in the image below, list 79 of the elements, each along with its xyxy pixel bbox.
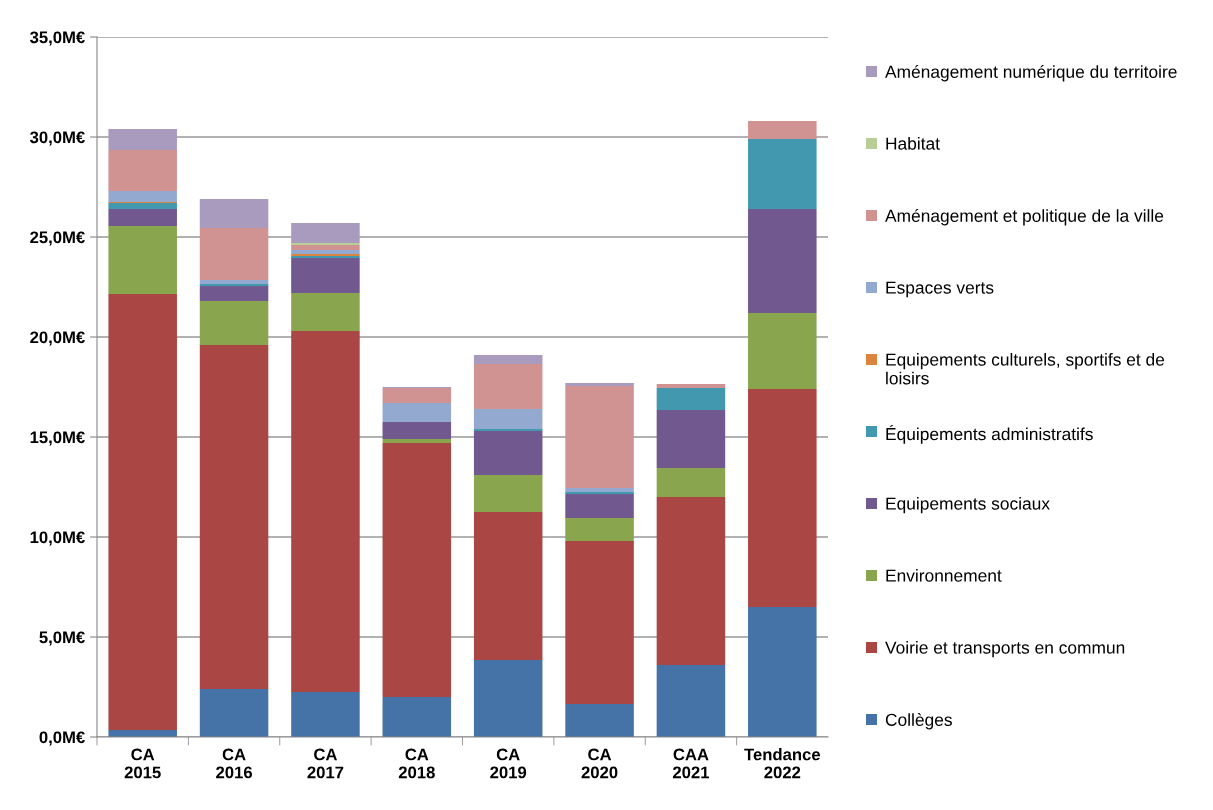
bar xyxy=(565,518,634,541)
bar xyxy=(199,228,269,280)
bar xyxy=(656,384,726,388)
x-tick-label: Tendance 2022 xyxy=(744,748,821,779)
bar xyxy=(748,607,817,737)
legend-label: Environnement xyxy=(886,569,1002,582)
bar xyxy=(565,541,634,704)
bar xyxy=(199,286,269,301)
bar xyxy=(656,497,726,665)
bar xyxy=(382,697,452,737)
bar xyxy=(108,203,177,209)
legend-label: Équipements administratifs xyxy=(886,425,1093,444)
bar xyxy=(565,386,634,488)
bar xyxy=(565,383,634,386)
x-tick-label: CA 2017 xyxy=(307,748,344,779)
bar xyxy=(473,475,543,512)
bar xyxy=(108,226,177,294)
bar xyxy=(565,704,634,737)
x-tick-label: CA 2019 xyxy=(490,748,527,779)
bar xyxy=(473,355,543,364)
bar xyxy=(473,512,543,660)
bar xyxy=(199,199,269,228)
y-tick-label: 30,0M€ xyxy=(29,131,85,146)
y-tick-label: 20,0M€ xyxy=(30,331,85,346)
bar xyxy=(108,294,177,730)
bar xyxy=(291,293,360,331)
bar xyxy=(473,409,543,429)
bar xyxy=(291,692,360,737)
legend-label: Collèges xyxy=(885,713,952,730)
bar xyxy=(199,301,269,345)
bar xyxy=(291,331,360,692)
y-tick-label: 15,0M€ xyxy=(30,431,85,446)
bar xyxy=(565,494,634,518)
y-tick-label: 35,0M€ xyxy=(29,31,85,46)
bar xyxy=(473,431,543,475)
bar xyxy=(382,439,452,443)
legend-label: Espaces verts xyxy=(886,281,994,298)
bar xyxy=(656,665,726,737)
bar xyxy=(382,403,452,422)
bar xyxy=(382,422,452,439)
bar xyxy=(748,389,817,607)
bar xyxy=(199,345,269,689)
legend-label: Aménagement et politique de la ville xyxy=(885,209,1164,226)
bar xyxy=(199,280,269,284)
bar xyxy=(291,223,360,243)
bar xyxy=(291,258,360,293)
bar xyxy=(473,660,543,737)
legend-label: Aménagement numérique du territoire xyxy=(885,65,1177,82)
bar xyxy=(565,488,634,492)
bar xyxy=(748,313,817,389)
bar xyxy=(656,388,726,410)
bar xyxy=(656,468,726,497)
x-tick-label: CAA 2021 xyxy=(672,748,710,779)
x-tick-label: CA 2015 xyxy=(124,748,161,779)
bar xyxy=(108,209,177,226)
bar xyxy=(748,139,817,209)
bar xyxy=(108,191,177,202)
bar xyxy=(108,150,177,191)
legend-label: Voirie et transports en commun xyxy=(885,641,1125,658)
bar xyxy=(382,388,452,403)
bar xyxy=(291,245,360,250)
bar xyxy=(748,121,817,139)
bar xyxy=(108,129,177,150)
bar xyxy=(382,443,452,697)
legend-label: Equipements sociaux xyxy=(886,497,1050,514)
bar xyxy=(748,209,817,313)
x-tick-label: CA 2018 xyxy=(398,748,435,779)
y-tick-label: 5,0M€ xyxy=(39,631,85,646)
legend-label: Habitat xyxy=(886,137,940,150)
x-tick-label: CA 2016 xyxy=(216,748,252,779)
x-tick-label: CA 2020 xyxy=(581,748,618,779)
y-tick-label: 25,0M€ xyxy=(30,231,85,246)
y-tick-label: 0,0M€ xyxy=(39,731,85,746)
legend-label: Equipements culturels, sportifs et de loisirs xyxy=(886,353,1165,385)
bar xyxy=(199,689,269,737)
bar xyxy=(291,250,360,254)
bar xyxy=(473,364,543,409)
y-tick-label: 10,0M€ xyxy=(30,531,85,546)
bar xyxy=(656,410,726,468)
